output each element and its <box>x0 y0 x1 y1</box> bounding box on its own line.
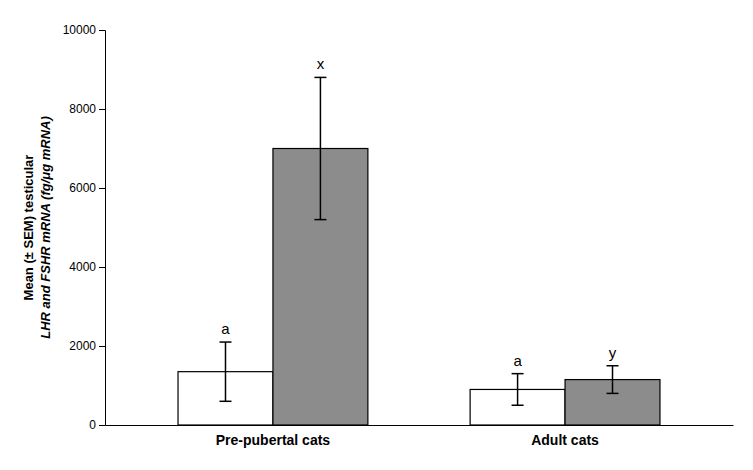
error-bar-cap <box>512 405 524 407</box>
error-bar-cap <box>314 219 326 221</box>
error-bar-cap <box>314 77 326 79</box>
error-bar <box>512 374 524 406</box>
y-axis-line <box>99 31 106 426</box>
y-tick: 2000 <box>69 339 105 353</box>
error-bar <box>607 366 619 394</box>
y-tick-mark <box>99 267 105 268</box>
y-axis-title-line: LHR and FSHR mRNA (fg/μg mRNA) <box>38 116 53 339</box>
y-axis-title-line: Mean (± SEM) testicular <box>21 155 36 301</box>
y-tick: 4000 <box>69 260 105 274</box>
error-bar-cap <box>607 365 619 367</box>
error-bar-stem <box>225 342 227 401</box>
y-tick-label: 2000 <box>69 339 96 353</box>
y-tick: 10000 <box>63 23 105 37</box>
y-axis-title: Mean (± SEM) testicularLHR and FSHR mRNA… <box>21 116 53 339</box>
annotations: a a x y <box>221 55 616 368</box>
error-bar <box>219 342 231 401</box>
x-axis-line <box>106 425 734 426</box>
error-bar <box>314 77 326 219</box>
y-tick-label: 4000 <box>69 260 96 274</box>
y-tick-label: 6000 <box>69 181 96 195</box>
y-tick: 8000 <box>69 102 105 116</box>
y-tick-label: 10000 <box>63 23 97 37</box>
x-tick: Adult cats <box>531 432 599 448</box>
error-bar-stem <box>517 374 519 406</box>
marks <box>178 77 660 425</box>
y-tick-mark <box>99 425 105 426</box>
error-bar-cap <box>219 401 231 403</box>
y-tick: 0 <box>89 418 105 432</box>
y-tick-label: 8000 <box>69 102 96 116</box>
y-tick: 6000 <box>69 181 105 195</box>
x-axis: Pre-pubertal cats Adult cats <box>106 426 734 448</box>
error-bar-cap <box>607 393 619 395</box>
annotation: a <box>513 352 522 369</box>
y-tick-mark <box>99 188 105 189</box>
x-tick-label: Pre-pubertal cats <box>216 432 331 448</box>
y-axis: 0 2000 4000 6000 8000 10000 <box>63 23 106 432</box>
error-bar-cap <box>219 341 231 343</box>
error-bar-stem <box>612 366 614 394</box>
x-tick: Pre-pubertal cats <box>216 432 331 448</box>
error-bar-stem <box>320 77 322 219</box>
error-bar-cap <box>512 373 524 375</box>
annotation: y <box>609 344 617 361</box>
y-tick-mark <box>99 30 105 31</box>
x-tick-label: Adult cats <box>531 432 599 448</box>
plot-area: 0 2000 4000 6000 8000 10000 Pre-pubertal cats A… <box>63 23 734 447</box>
annotation: a <box>221 320 230 337</box>
annotation: x <box>317 55 325 72</box>
y-tick-label: 0 <box>89 418 96 432</box>
chart-svg: 0 2000 4000 6000 8000 10000 Pre-pubertal cats A… <box>0 0 753 470</box>
y-tick-mark <box>99 346 105 347</box>
y-tick-mark <box>99 109 105 110</box>
